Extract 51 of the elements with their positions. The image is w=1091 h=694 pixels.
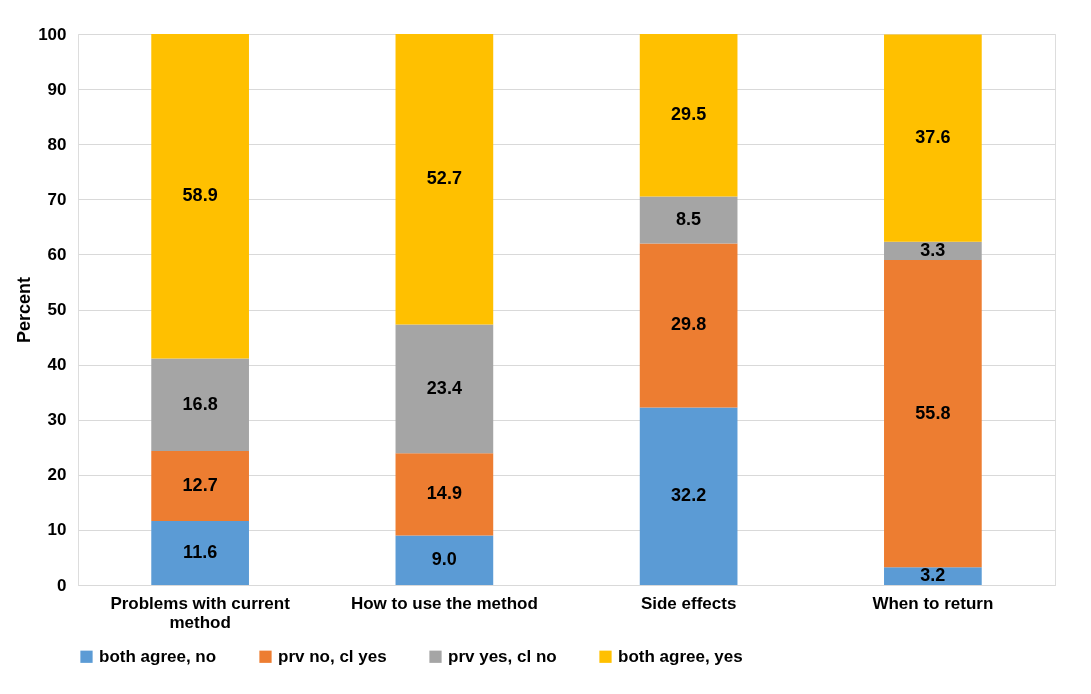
- bar: [639, 407, 738, 585]
- data-label: 12.7: [182, 475, 218, 496]
- x-tick-label: Side effects: [640, 593, 737, 613]
- data-label: 3.3: [920, 239, 946, 260]
- x-tick-label: When to return: [872, 593, 994, 613]
- data-label: 58.9: [182, 185, 218, 206]
- bar: [151, 358, 249, 452]
- data-label: 3.2: [920, 565, 946, 586]
- y-tick-label: 100: [38, 24, 67, 44]
- x-tick-label: Problems with current method: [110, 593, 291, 632]
- data-label: 9.0: [431, 549, 457, 570]
- data-label: 52.7: [426, 168, 462, 189]
- bar: [639, 243, 738, 408]
- legend-label: both agree, no: [99, 646, 217, 666]
- legend-label: prv yes, cl no: [448, 646, 557, 666]
- data-label: 14.9: [426, 483, 462, 504]
- bar: [151, 34, 249, 359]
- bar: [884, 34, 982, 242]
- y-axis-title: Percent: [14, 276, 35, 344]
- legend-label: prv no, cl yes: [278, 646, 387, 666]
- x-tick-label: How to use the method: [350, 593, 538, 613]
- legend-label: both agree, yes: [618, 646, 743, 666]
- data-label: 16.8: [182, 393, 218, 414]
- data-label: 37.6: [915, 127, 951, 148]
- data-label: 55.8: [915, 402, 951, 423]
- y-tick-label: 10: [47, 520, 67, 540]
- data-label: 32.2: [671, 485, 707, 506]
- bar: [884, 259, 982, 568]
- y-tick-label: 0: [57, 575, 67, 595]
- data-label: 23.4: [426, 377, 462, 398]
- y-tick-label: 70: [47, 189, 67, 209]
- bar: [395, 324, 494, 454]
- y-tick-label: 60: [47, 244, 67, 264]
- y-tick-label: 50: [47, 300, 67, 319]
- data-label: 8.5: [676, 208, 702, 229]
- data-label: 11.6: [183, 542, 218, 563]
- bar: [395, 34, 494, 325]
- y-tick-label: 40: [47, 355, 67, 375]
- bar: [639, 196, 738, 244]
- data-label: 29.8: [671, 314, 707, 335]
- y-tick-label: 20: [47, 465, 67, 485]
- y-tick-label: 30: [47, 410, 67, 430]
- y-tick-label: 80: [47, 134, 67, 154]
- bar: [884, 567, 982, 585]
- bar: [151, 521, 249, 585]
- bar: [395, 535, 494, 585]
- data-label: 29.5: [671, 104, 707, 125]
- bar: [395, 453, 494, 536]
- bar: [639, 34, 738, 197]
- bar: [151, 451, 249, 522]
- y-tick-label: 90: [47, 79, 67, 99]
